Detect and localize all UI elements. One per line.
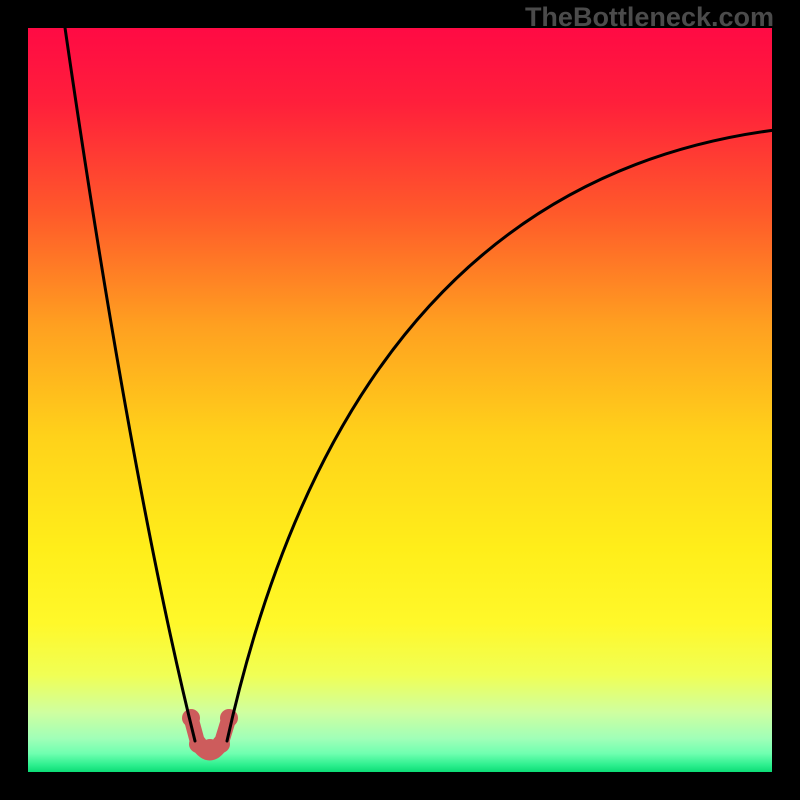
- right-curve: [227, 130, 775, 741]
- left-curve: [62, 7, 195, 741]
- curve-layer: [0, 0, 800, 800]
- watermark-text: TheBottleneck.com: [525, 2, 774, 33]
